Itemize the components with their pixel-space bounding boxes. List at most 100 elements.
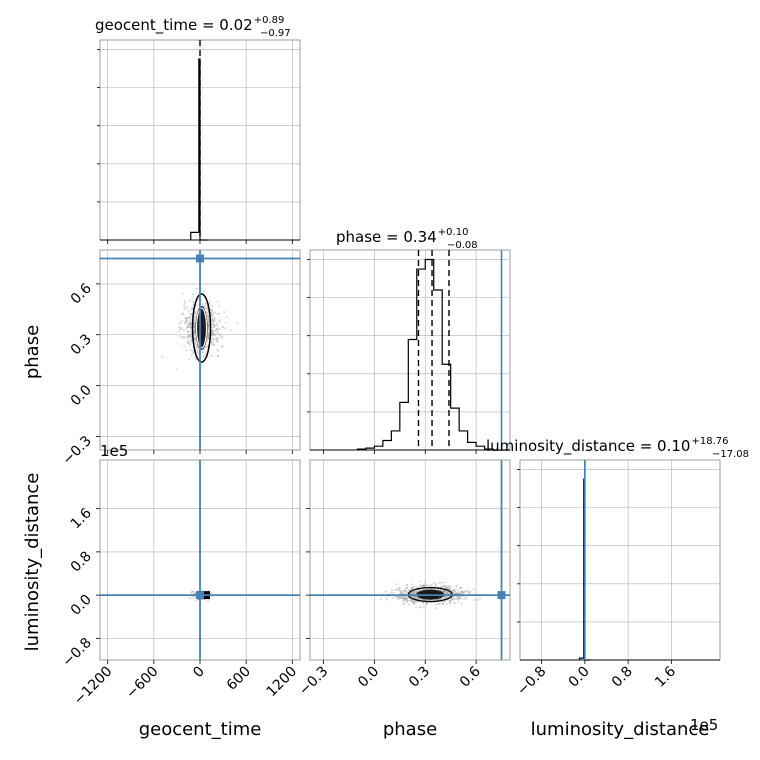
sample-point — [206, 318, 209, 321]
sample-point — [403, 597, 405, 600]
sample-point — [188, 596, 191, 599]
sample-point — [408, 603, 411, 606]
sample-point — [457, 595, 460, 598]
sample-point — [189, 321, 192, 324]
sample-point — [443, 590, 446, 593]
sample-point — [454, 589, 457, 592]
sample-point — [411, 602, 414, 604]
sample-point — [193, 338, 196, 341]
sample-point — [469, 591, 472, 593]
sample-point — [211, 318, 213, 321]
sample-point — [212, 332, 215, 335]
sample-point — [433, 588, 436, 591]
sample-point — [426, 584, 428, 586]
sample-point — [205, 311, 208, 314]
axes-frame — [519, 459, 721, 661]
sample-point — [450, 597, 453, 600]
sample-point — [220, 346, 223, 348]
sample-point — [401, 596, 404, 598]
sample-point — [187, 339, 190, 342]
sample-point — [423, 588, 426, 590]
sample-point — [392, 597, 394, 600]
sample-point — [404, 598, 407, 601]
sample-point — [435, 607, 437, 610]
sample-point — [187, 326, 190, 329]
sample-point — [438, 602, 440, 605]
sample-point — [413, 590, 415, 593]
sample-point — [185, 321, 188, 323]
x-tick-label: −0.8 — [514, 664, 549, 699]
sample-point — [213, 334, 216, 337]
sample-point — [459, 591, 461, 593]
sample-point — [207, 328, 210, 331]
sample-point — [458, 597, 460, 600]
sample-point — [443, 590, 446, 593]
sample-point — [214, 311, 217, 314]
sample-point — [456, 588, 459, 591]
sample-point — [461, 591, 463, 594]
sample-point — [450, 589, 453, 591]
sample-point — [210, 309, 213, 311]
sample-point — [433, 599, 436, 601]
sample-point — [187, 323, 189, 326]
sample-point — [204, 307, 207, 310]
sample-point — [440, 581, 443, 584]
sample-point — [457, 592, 460, 595]
sample-point — [189, 313, 191, 315]
sample-point — [406, 600, 408, 603]
sample-point — [193, 331, 195, 334]
sample-point — [453, 588, 456, 591]
sample-point — [430, 588, 433, 590]
sample-point — [221, 325, 224, 328]
sample-point — [465, 589, 468, 592]
sample-point — [210, 337, 213, 340]
sample-point — [186, 330, 189, 333]
sample-point — [216, 300, 219, 303]
sample-point — [186, 336, 189, 339]
sample-point — [203, 305, 205, 308]
sample-point — [421, 598, 423, 601]
sample-point — [476, 599, 479, 601]
sample-point — [465, 596, 467, 599]
sample-point — [193, 330, 196, 333]
sample-point — [454, 591, 457, 593]
sample-point — [211, 321, 214, 324]
sample-point — [206, 340, 209, 342]
sample-point — [236, 322, 239, 325]
sample-point — [463, 598, 465, 601]
sample-point — [417, 589, 420, 592]
sample-point — [407, 596, 410, 599]
sample-point — [442, 581, 445, 584]
sample-point — [215, 333, 217, 336]
x-tick-label: 0.6 — [457, 663, 484, 690]
sample-point — [192, 595, 195, 598]
sample-point — [207, 336, 210, 339]
sample-point — [421, 598, 424, 601]
y-tick-label: 0.8 — [68, 548, 95, 575]
sample-point — [179, 322, 182, 325]
sample-point — [422, 585, 425, 588]
sample-point — [186, 317, 189, 320]
sample-point — [412, 587, 415, 590]
sample-point — [398, 596, 401, 599]
sample-point — [208, 320, 210, 322]
sample-point — [401, 595, 404, 598]
sample-point — [212, 324, 215, 327]
sample-point — [208, 319, 210, 322]
sample-point — [189, 335, 192, 338]
sample-point — [442, 603, 444, 606]
sample-point — [208, 302, 211, 305]
sample-point — [412, 596, 415, 598]
title-geocent-time: geocent_time = 0.02+0.89 −0.97 — [95, 15, 291, 39]
sample-point — [185, 317, 188, 320]
sample-point — [444, 592, 447, 595]
sample-point — [182, 328, 185, 331]
sample-point — [451, 598, 454, 601]
sample-point — [426, 584, 429, 587]
sample-point — [221, 326, 224, 329]
sample-point — [444, 590, 447, 593]
sample-point — [207, 322, 209, 325]
sample-point — [201, 351, 204, 354]
sample-point — [418, 606, 421, 609]
sample-point — [208, 324, 211, 327]
